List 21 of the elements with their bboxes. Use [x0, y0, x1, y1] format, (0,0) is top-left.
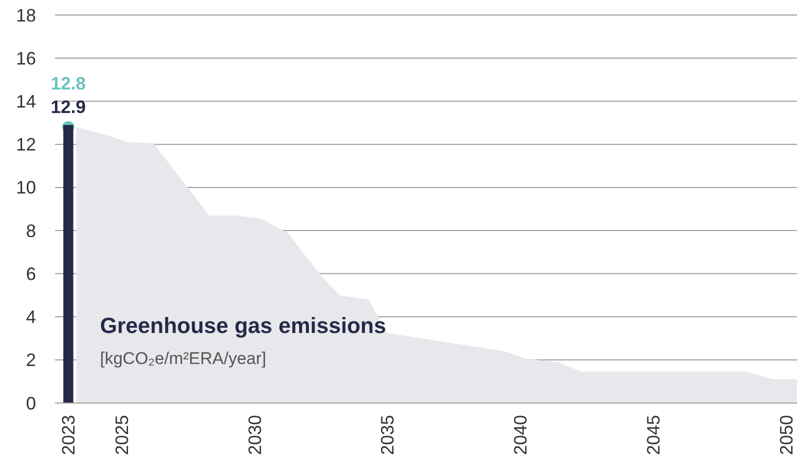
- y-tick-label: 16: [16, 48, 36, 68]
- text: [kgCO₂e/m²ERA/year]: [100, 349, 266, 368]
- y-tick-label: 14: [16, 92, 36, 112]
- data-label: 12.8: [50, 73, 86, 94]
- x-tick-label: 2040: [510, 415, 531, 456]
- y-tick-label: 10: [16, 178, 36, 198]
- x-tick-label: 2045: [644, 415, 664, 456]
- y-tick-label: 12: [16, 134, 36, 155]
- y-tick-label: 8: [26, 220, 36, 241]
- text: Greenhouse gas emissions: [100, 313, 386, 338]
- x-tick-label: 2035: [378, 415, 398, 456]
- x-tick-label: 2030: [244, 415, 265, 456]
- y-tick-label: 2: [26, 350, 36, 370]
- y-tick-label: 6: [26, 264, 36, 284]
- x-tick-label: 2023: [58, 415, 79, 456]
- data-label: 12.9: [50, 97, 86, 118]
- y-tick-label: 4: [26, 307, 36, 328]
- x-tick-label: 2025: [112, 415, 132, 456]
- y-tick-label: 0: [26, 393, 36, 414]
- y-tick-label: 18: [16, 5, 36, 26]
- x-tick-label: 2050: [776, 415, 797, 456]
